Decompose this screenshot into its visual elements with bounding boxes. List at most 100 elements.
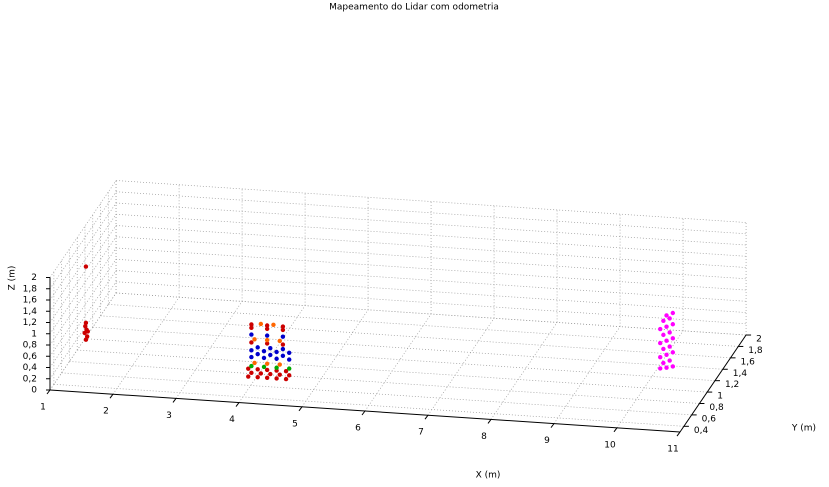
point <box>252 337 257 342</box>
x-tick <box>298 406 303 412</box>
grid-line <box>84 338 716 382</box>
grid-line <box>92 326 723 370</box>
z-tick-label: 0,6 <box>23 352 38 362</box>
point <box>268 352 273 358</box>
point <box>661 346 666 352</box>
point <box>670 322 676 327</box>
chart-title: Mapeamento do Lidar com odometria <box>329 3 499 13</box>
point <box>258 321 264 327</box>
grid-line <box>108 304 739 347</box>
x-tick-label: 10 <box>604 440 616 450</box>
grid-line <box>116 258 747 302</box>
z-tick-label: 1,2 <box>23 318 37 328</box>
point <box>264 361 270 366</box>
z-tick-label: 1,6 <box>23 296 38 306</box>
point <box>255 345 260 350</box>
grid-line <box>175 301 243 399</box>
point <box>264 341 270 346</box>
y-axis-label: Y (m) <box>791 424 816 434</box>
point <box>280 342 286 347</box>
y-tick-label: 1 <box>717 392 723 402</box>
z-tick-label: 1,8 <box>23 284 38 294</box>
point <box>664 365 669 370</box>
point <box>249 354 254 360</box>
point <box>258 371 264 376</box>
point <box>667 344 672 349</box>
x-tick <box>361 410 366 416</box>
point <box>280 324 286 329</box>
point <box>264 323 270 328</box>
point <box>664 352 669 357</box>
x-tick-label: 5 <box>292 419 298 429</box>
grid-line <box>116 270 747 313</box>
x-tick <box>613 427 618 433</box>
point <box>255 367 260 372</box>
grid-line <box>116 247 747 291</box>
x-tick-label: 3 <box>166 411 172 421</box>
point <box>271 322 276 327</box>
point <box>274 376 279 381</box>
point <box>261 355 267 361</box>
y-tick-label: 0,8 <box>709 403 724 413</box>
point <box>249 370 254 376</box>
point <box>264 367 270 373</box>
grid-line <box>364 313 432 412</box>
point <box>84 334 90 339</box>
x-tick-label: 11 <box>667 445 678 455</box>
grid-line <box>53 383 684 427</box>
point <box>249 322 254 327</box>
z-axis-label: Z (m) <box>8 266 18 291</box>
point <box>274 365 279 370</box>
point <box>658 340 663 346</box>
x-tick-label: 4 <box>229 415 235 425</box>
point <box>670 350 676 355</box>
x-tick <box>676 431 681 437</box>
point <box>249 363 254 369</box>
grid-line <box>616 330 684 429</box>
y-axis <box>679 334 747 433</box>
point <box>658 354 663 360</box>
x-tick <box>235 402 240 407</box>
grid-line <box>116 236 747 280</box>
point <box>255 351 260 357</box>
grid-line <box>301 309 369 408</box>
grid-line <box>490 322 558 420</box>
point <box>277 338 282 344</box>
point <box>664 324 669 329</box>
point <box>264 337 270 343</box>
x-tick-label: 9 <box>544 436 550 446</box>
z-tick-label: 0,2 <box>23 374 37 384</box>
point <box>249 325 254 331</box>
point <box>286 373 292 378</box>
point <box>246 374 251 379</box>
x-tick-label: 8 <box>481 432 487 442</box>
y-tick-label: 1,2 <box>725 380 739 390</box>
point <box>85 329 91 334</box>
point <box>664 338 669 343</box>
grid-line <box>112 297 180 395</box>
y-tick-label: 1,8 <box>748 346 763 356</box>
point <box>283 376 289 382</box>
point <box>670 364 676 369</box>
point <box>277 372 282 377</box>
x-tick <box>109 393 114 399</box>
point <box>658 326 663 332</box>
y-tick-label: 1,4 <box>733 369 748 379</box>
point <box>83 323 88 329</box>
point <box>264 375 270 381</box>
x-tick <box>424 414 429 420</box>
point <box>286 350 292 356</box>
point <box>252 360 257 366</box>
y-tick-label: 0,4 <box>694 426 709 436</box>
y-tick-label: 1,6 <box>741 357 756 367</box>
x-tick <box>172 398 177 403</box>
grid-line <box>116 180 747 223</box>
point <box>83 264 89 269</box>
point <box>280 346 286 352</box>
grid-line <box>116 213 747 257</box>
grid-line <box>49 292 117 391</box>
z-tick-label: 1 <box>31 329 37 339</box>
z-tick-label: 0,4 <box>23 363 38 373</box>
grid-line <box>61 372 692 416</box>
x-tick-label: 7 <box>418 428 424 438</box>
